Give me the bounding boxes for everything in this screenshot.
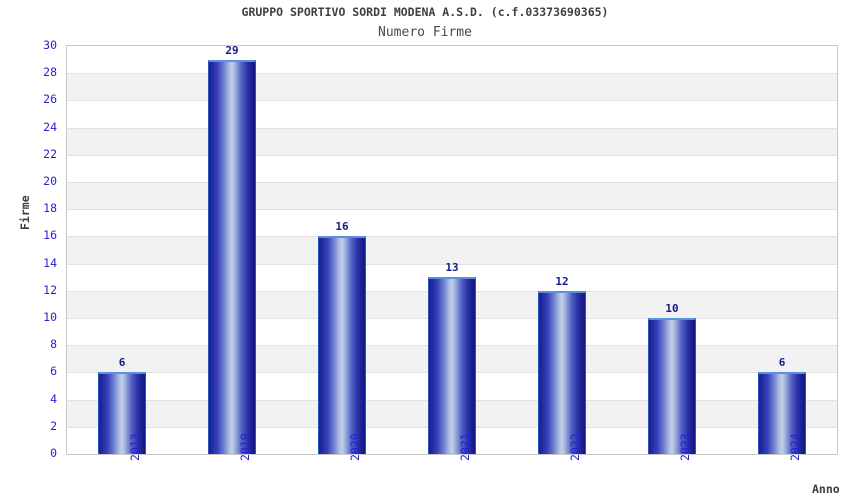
gridline [67, 182, 837, 183]
y-axis-tick-label: 26 [43, 92, 57, 107]
bars-layer [67, 46, 837, 454]
background-band [67, 100, 837, 128]
y-axis-tick-label: 18 [43, 201, 57, 216]
bar-value-label: 16 [335, 220, 349, 234]
bar[interactable] [648, 318, 696, 454]
y-axis-tick-label: 10 [43, 310, 57, 324]
bar-value-label: 6 [778, 356, 786, 370]
x-axis-tick-label: 2021 [458, 433, 472, 461]
x-axis-tick-label: 2020 [348, 433, 362, 461]
y-axis-tick-label: 6 [50, 364, 57, 379]
y-axis-tick-label: 30 [43, 38, 57, 52]
gridline [67, 263, 837, 265]
gridline [67, 73, 837, 75]
y-axis-tick-label: 8 [50, 337, 57, 352]
y-axis-tick-label: 14 [43, 255, 57, 270]
gridline [67, 236, 837, 238]
bar[interactable] [758, 372, 806, 454]
plot-area [66, 45, 838, 455]
gridline [67, 127, 837, 129]
x-axis-title: Anno [812, 482, 840, 496]
bar[interactable] [428, 277, 476, 454]
x-axis-tick-label: 2023 [678, 433, 692, 461]
background-band [67, 73, 837, 101]
background-band [67, 127, 837, 155]
background-band [67, 46, 837, 74]
x-axis-tick-label: 2022 [568, 433, 582, 461]
bar-value-label: 13 [445, 261, 459, 275]
background-band [67, 182, 837, 210]
y-axis-title: Firme [18, 195, 32, 230]
chart-subtitle: Numero Firme [378, 25, 472, 40]
x-axis-tick-label: 2019 [238, 433, 252, 461]
bar[interactable] [98, 372, 146, 454]
y-axis-tick-label: 20 [43, 174, 57, 188]
bar[interactable] [538, 290, 586, 454]
y-axis-tick-label: 12 [43, 282, 57, 297]
y-axis-tick-label: 2 [50, 418, 57, 433]
y-axis-tick-label: 0 [50, 446, 57, 460]
x-axis-tick-label: 2024 [788, 433, 802, 461]
y-axis-tick-label: 24 [43, 119, 57, 134]
bar[interactable] [208, 59, 256, 454]
background-band [67, 154, 837, 182]
y-axis-tick-label: 16 [43, 228, 57, 243]
chart-title: GRUPPO SPORTIVO SORDI MODENA A.S.D. (c.f… [241, 5, 609, 19]
bar-value-label: 10 [665, 302, 679, 315]
background-band [67, 209, 837, 237]
bar-value-label: 6 [118, 356, 126, 370]
bar-value-label: 12 [555, 274, 569, 288]
gridline [67, 100, 837, 102]
y-axis-tick-label: 4 [50, 391, 57, 406]
background-band [67, 236, 837, 264]
gridline [67, 209, 837, 211]
y-axis-tick-label: 28 [43, 65, 57, 80]
y-axis-tick-label: 22 [43, 146, 57, 161]
bar[interactable] [318, 236, 366, 454]
x-axis-tick-label: 2013 [128, 433, 142, 461]
gridline [67, 154, 837, 156]
bar-value-label: 29 [225, 43, 239, 57]
